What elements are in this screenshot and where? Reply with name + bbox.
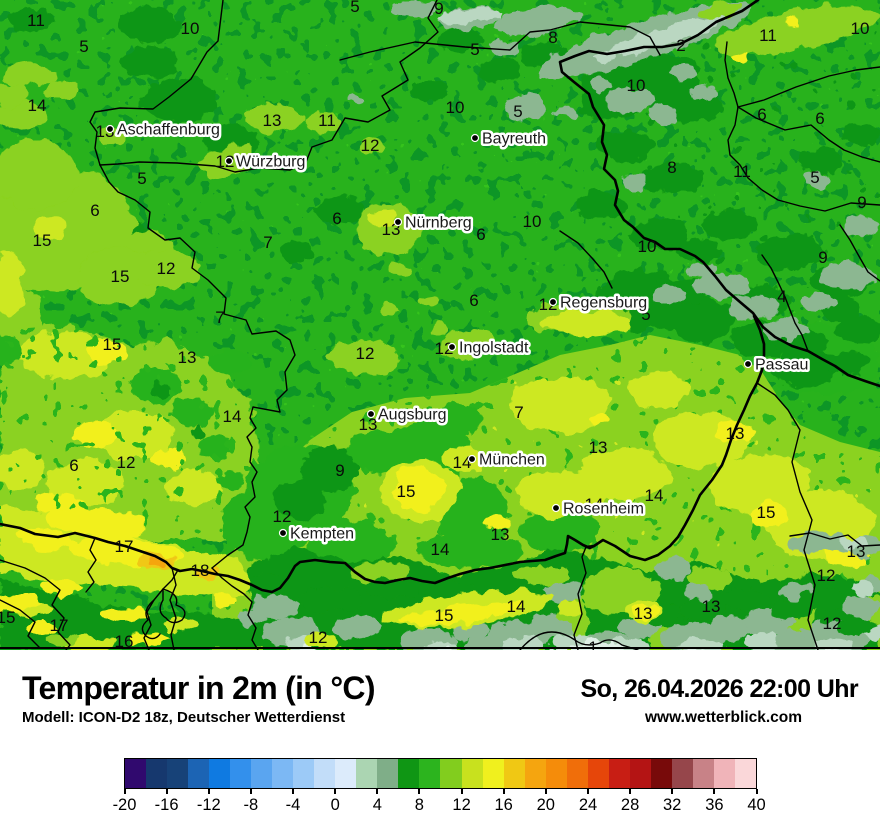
svg-text:5: 5 bbox=[641, 305, 650, 324]
svg-text:12: 12 bbox=[356, 344, 375, 363]
svg-text:15: 15 bbox=[397, 482, 416, 501]
svg-text:14: 14 bbox=[453, 453, 472, 472]
svg-text:13: 13 bbox=[847, 542, 866, 561]
svg-text:17: 17 bbox=[115, 537, 134, 556]
svg-text:13: 13 bbox=[589, 438, 608, 457]
svg-text:12: 12 bbox=[273, 507, 292, 526]
svg-text:Bayreuth: Bayreuth bbox=[482, 131, 546, 148]
svg-text:14: 14 bbox=[645, 486, 664, 505]
svg-text:15: 15 bbox=[757, 503, 776, 522]
svg-text:Ingolstadt: Ingolstadt bbox=[459, 340, 529, 357]
svg-text:8: 8 bbox=[667, 158, 676, 177]
svg-text:5: 5 bbox=[137, 169, 146, 188]
svg-text:15: 15 bbox=[111, 267, 130, 286]
svg-text:10: 10 bbox=[851, 19, 870, 38]
svg-text:Regensburg: Regensburg bbox=[560, 295, 647, 312]
svg-text:4: 4 bbox=[777, 287, 786, 306]
svg-text:14: 14 bbox=[28, 96, 47, 115]
svg-text:14: 14 bbox=[585, 495, 604, 514]
svg-text:Rosenheim: Rosenheim bbox=[563, 501, 644, 518]
svg-text:9: 9 bbox=[434, 0, 443, 18]
svg-text:Kempten: Kempten bbox=[290, 526, 354, 543]
svg-text:7: 7 bbox=[263, 233, 272, 252]
svg-text:14: 14 bbox=[507, 597, 526, 616]
svg-text:München: München bbox=[479, 452, 545, 469]
svg-text:5: 5 bbox=[470, 40, 479, 59]
svg-text:12: 12 bbox=[309, 628, 328, 647]
svg-text:6: 6 bbox=[757, 105, 766, 124]
svg-text:10: 10 bbox=[638, 237, 657, 256]
svg-text:8: 8 bbox=[548, 28, 557, 47]
svg-text:2: 2 bbox=[676, 36, 685, 55]
svg-text:13: 13 bbox=[634, 604, 653, 623]
svg-text:5: 5 bbox=[513, 102, 522, 121]
svg-text:14: 14 bbox=[223, 407, 242, 426]
svg-text:10: 10 bbox=[181, 19, 200, 38]
svg-text:7: 7 bbox=[514, 403, 523, 422]
svg-text:15: 15 bbox=[435, 606, 454, 625]
svg-text:15: 15 bbox=[103, 335, 122, 354]
svg-text:13: 13 bbox=[178, 348, 197, 367]
svg-text:13: 13 bbox=[702, 597, 721, 616]
svg-text:Aschaffenburg: Aschaffenburg bbox=[117, 122, 220, 139]
svg-text:13: 13 bbox=[359, 415, 378, 434]
svg-text:5: 5 bbox=[350, 0, 359, 16]
svg-text:10: 10 bbox=[523, 212, 542, 231]
svg-text:12: 12 bbox=[435, 339, 454, 358]
svg-text:11: 11 bbox=[733, 162, 751, 181]
svg-text:12: 12 bbox=[117, 453, 136, 472]
svg-text:6: 6 bbox=[69, 456, 78, 475]
svg-text:Passau: Passau bbox=[755, 357, 808, 374]
svg-text:13: 13 bbox=[491, 525, 510, 544]
svg-text:6: 6 bbox=[476, 225, 485, 244]
svg-text:12: 12 bbox=[817, 566, 836, 585]
svg-text:16: 16 bbox=[115, 632, 134, 650]
svg-text:10: 10 bbox=[446, 98, 465, 117]
svg-text:15: 15 bbox=[33, 231, 52, 250]
svg-text:12: 12 bbox=[823, 614, 842, 633]
svg-text:14: 14 bbox=[431, 540, 450, 559]
svg-text:6: 6 bbox=[332, 209, 341, 228]
svg-text:17: 17 bbox=[50, 616, 69, 635]
svg-text:Nürnberg: Nürnberg bbox=[405, 215, 472, 232]
svg-text:1: 1 bbox=[588, 638, 597, 650]
svg-text:10: 10 bbox=[627, 76, 646, 95]
svg-text:9: 9 bbox=[857, 193, 866, 212]
svg-text:12: 12 bbox=[361, 136, 380, 155]
svg-text:11: 11 bbox=[27, 11, 45, 30]
svg-text:11: 11 bbox=[318, 111, 336, 130]
svg-text:12: 12 bbox=[157, 259, 176, 278]
svg-text:Augsburg: Augsburg bbox=[378, 407, 447, 424]
svg-text:6: 6 bbox=[90, 201, 99, 220]
svg-text:18: 18 bbox=[191, 561, 210, 580]
svg-text:Würzburg: Würzburg bbox=[236, 154, 305, 171]
svg-text:11: 11 bbox=[759, 26, 777, 45]
svg-text:13: 13 bbox=[726, 424, 745, 443]
svg-text:6: 6 bbox=[815, 109, 824, 128]
svg-text:13: 13 bbox=[263, 111, 282, 130]
svg-text:5: 5 bbox=[810, 168, 819, 187]
svg-text:7: 7 bbox=[215, 308, 224, 327]
svg-text:9: 9 bbox=[335, 461, 344, 480]
svg-text:15: 15 bbox=[0, 608, 15, 627]
svg-text:9: 9 bbox=[818, 248, 827, 267]
svg-text:5: 5 bbox=[79, 37, 88, 56]
svg-text:6: 6 bbox=[469, 291, 478, 310]
